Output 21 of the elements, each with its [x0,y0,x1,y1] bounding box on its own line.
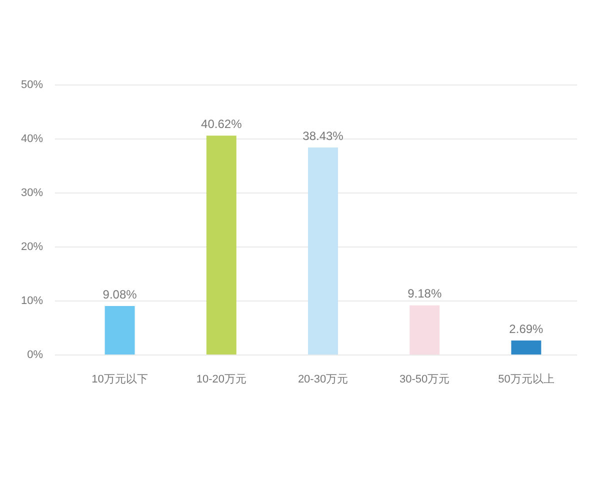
data-label: 2.69% [509,322,544,336]
y-tick-label: 50% [20,79,44,92]
bar [410,305,440,354]
data-label: 38.43% [302,128,344,143]
bar [308,147,338,354]
x-tick-label: 10万元以下 [92,372,148,386]
bar [104,306,135,354]
y-tick-label: 10% [20,295,44,308]
x-tick-label: 50万元以上 [498,372,554,386]
data-label: 9.18% [408,286,442,301]
x-tick-label: 10-20万元 [196,374,246,386]
y-tick-label: 30% [20,187,44,200]
bar [511,340,542,354]
x-tick-label: 20-30万元 [298,374,348,386]
data-label: 9.08% [102,287,138,302]
data-label: 40.62% [201,116,242,131]
y-tick-label: 0% [27,349,44,362]
bar [206,136,236,354]
y-tick-label: 20% [20,241,44,254]
x-tick-label: 30-50万元 [400,374,450,386]
y-tick-label: 40% [20,133,44,146]
